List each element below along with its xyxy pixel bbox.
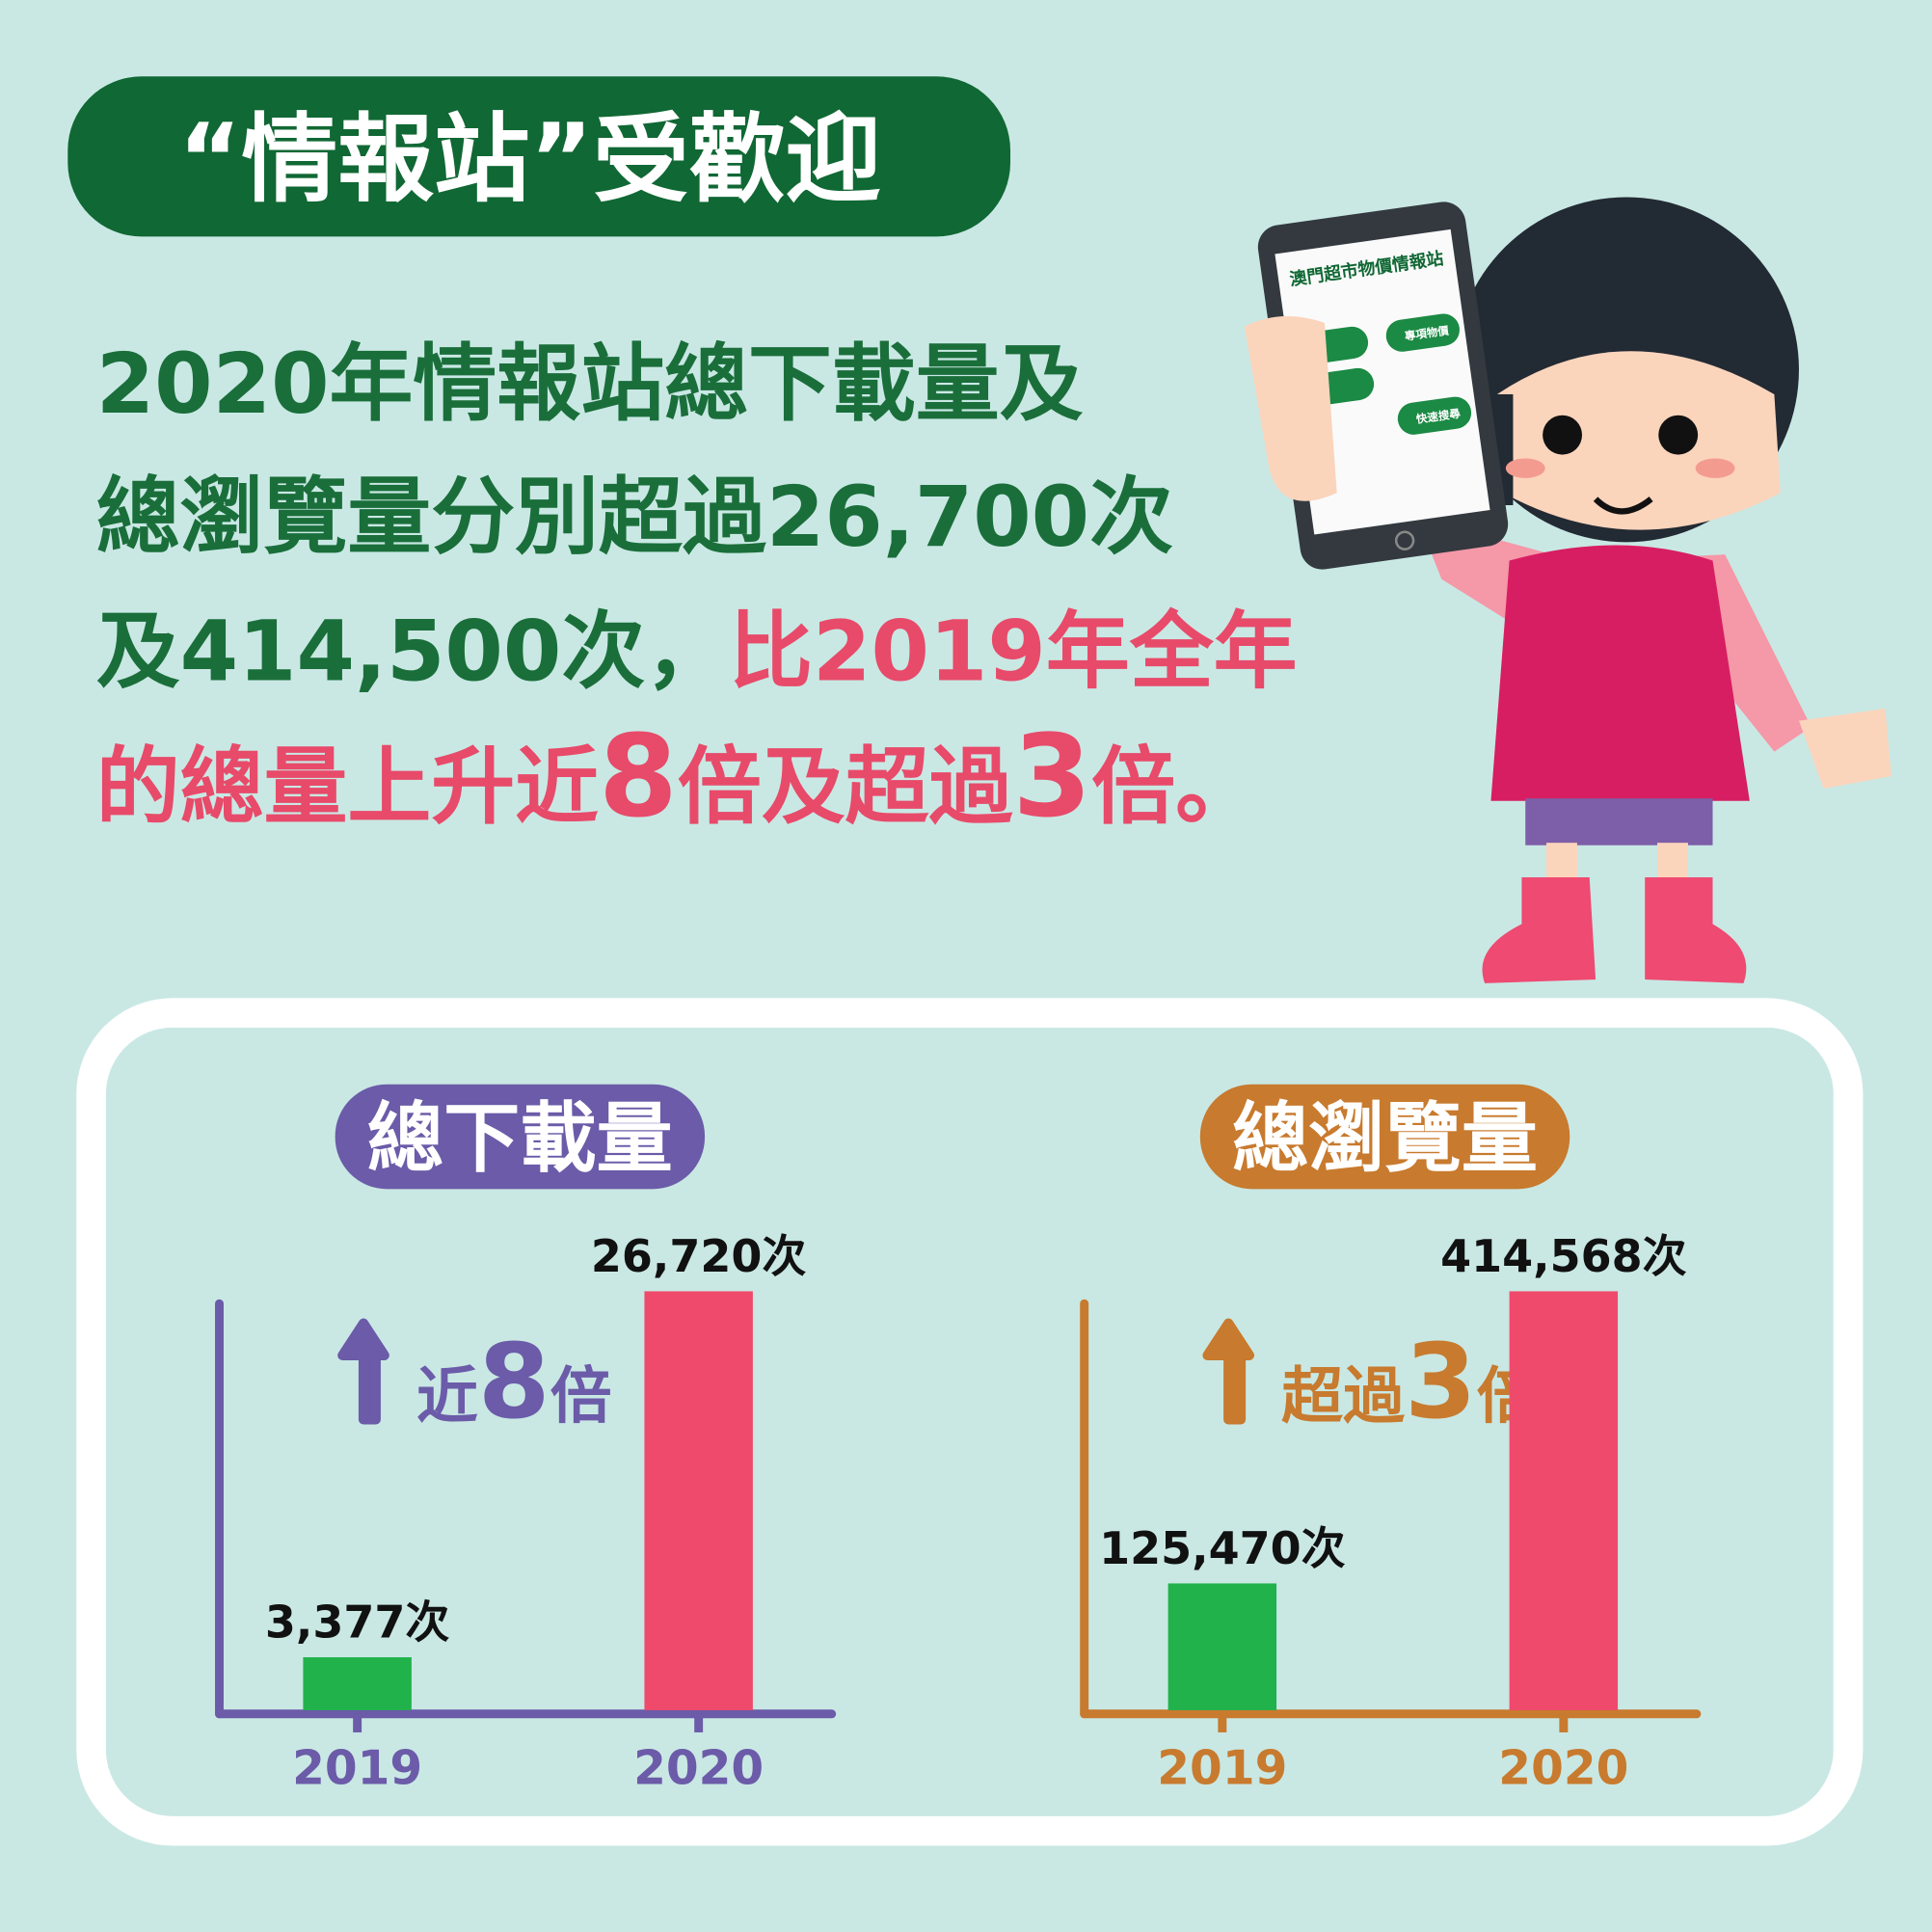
bar: [1167, 1583, 1277, 1710]
x-tick-label: 2019: [1157, 1742, 1287, 1796]
eye: [1543, 415, 1583, 455]
x-tick-label: 2020: [633, 1742, 764, 1796]
mouth: [1593, 496, 1653, 515]
chart-panel: [76, 998, 1864, 1846]
dress: [1490, 545, 1750, 801]
x-tick-label: 2019: [292, 1742, 422, 1796]
paragraph-line: 總瀏覽量分別超過26,700次: [96, 469, 1173, 566]
chart-title: 總下載量: [367, 1093, 673, 1183]
bar: [303, 1657, 412, 1710]
right-hand: [1798, 708, 1892, 789]
headline-pill: [67, 76, 1011, 237]
annotation: 近8倍: [416, 1322, 612, 1442]
cheek: [1505, 458, 1545, 478]
value-label: 26,720次: [591, 1230, 807, 1282]
boot: [1645, 876, 1747, 983]
phone-button: [1385, 313, 1460, 352]
annotation-part: 倍: [550, 1361, 612, 1433]
shorts: [1525, 798, 1713, 845]
paragraph-segment: 8: [599, 711, 678, 843]
cheek: [1695, 458, 1735, 478]
value-label: 125,470次: [1099, 1522, 1346, 1574]
paragraph-segment: 的總量上升近: [96, 738, 599, 836]
boot: [1482, 876, 1597, 983]
paragraph-segment: 倍及超過: [678, 738, 1013, 836]
value-label: 414,568次: [1440, 1230, 1687, 1282]
bar: [644, 1291, 753, 1710]
paragraph-line: 的總量上升近8倍及超過3倍。: [96, 711, 1259, 843]
chart-title: 總瀏覽量: [1232, 1093, 1538, 1183]
paragraph-segment: 3: [1012, 711, 1091, 843]
paragraph-segment: 及414,500次，: [96, 603, 729, 700]
paragraph: 2020年情報站總下載量及總瀏覽量分別超過26,700次及414,500次，比2…: [96, 335, 1298, 843]
phone-button: [1397, 396, 1472, 435]
value-label: 3,377次: [265, 1597, 450, 1649]
bar: [1509, 1291, 1619, 1710]
eye: [1658, 415, 1699, 455]
hand: [1244, 316, 1337, 501]
character: 澳門超市物價情報站 專項物價 快速搜尋: [1244, 197, 1892, 983]
annotation-part: 3: [1405, 1322, 1477, 1442]
annotation-arrow: [1202, 1318, 1255, 1425]
home-button: [1394, 530, 1415, 550]
paragraph-segment: 2020年情報站總下載量及: [96, 335, 1084, 433]
phone-button-label: 專項物價: [1404, 324, 1450, 343]
annotation-part: 超過: [1281, 1361, 1405, 1433]
paragraph-line: 及414,500次，比2019年全年: [96, 603, 1298, 700]
face: [1496, 351, 1781, 530]
chart-title-pill: [1199, 1084, 1570, 1190]
paragraph-segment: 總瀏覽量分別超過26,700次: [96, 469, 1173, 566]
annotation-part: 近: [416, 1361, 478, 1433]
headline: “情報站”受歡迎: [178, 102, 881, 215]
paragraph-line: 2020年情報站總下載量及: [96, 335, 1084, 433]
phone-button-label: 快速搜尋: [1414, 407, 1462, 426]
chart-title-pill: [335, 1084, 706, 1190]
paragraph-segment: 倍。: [1091, 738, 1259, 836]
annotation-part: 8: [478, 1322, 550, 1442]
annotation-arrow: [337, 1318, 389, 1425]
paragraph-segment: 比2019年全年: [729, 603, 1297, 700]
x-tick-label: 2020: [1498, 1742, 1628, 1796]
